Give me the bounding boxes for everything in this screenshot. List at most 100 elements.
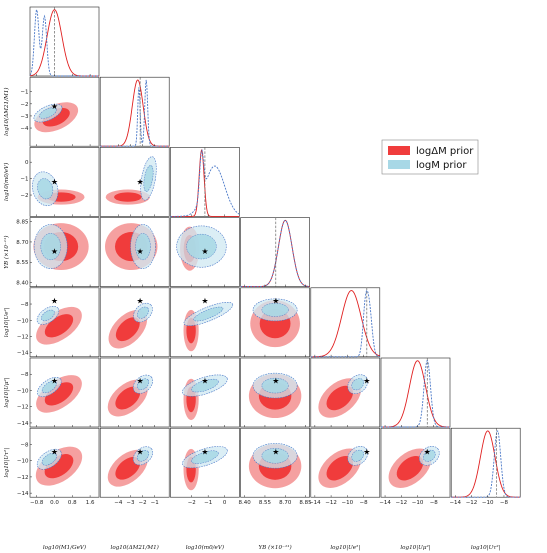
x-tick-label: 0.0 [50, 500, 59, 506]
panel-frame [99, 147, 170, 217]
legend-swatch-dm [388, 146, 410, 155]
y-tick-label: −14 [17, 491, 29, 497]
x-tick-label: −8 [360, 500, 369, 506]
contour-lm-inner [37, 178, 54, 200]
panel-1-0: ★ −4 −3 −2 −1 [20, 76, 100, 147]
marginal-curve-lm [29, 8, 99, 77]
panel-5-2: ★ [170, 357, 240, 428]
contour-dm-inner [44, 314, 74, 338]
y-tick-label: −14 [17, 351, 29, 357]
panel-4-4 [310, 287, 381, 358]
x-axis-label: log10(ΔM21/M1) [111, 544, 159, 551]
legend-label-dm: logΔM prior [416, 146, 474, 157]
y-axis-labels-layer: log10(ΔM21/M1) log10(m0/eV) YB (×10⁻¹¹) log… [3, 88, 10, 478]
contour-lm-inner [137, 306, 149, 319]
truth-star: ★ [272, 296, 279, 305]
panel-frame [310, 357, 381, 428]
truth-star: ★ [201, 247, 208, 256]
y-tick-label: −14 [17, 421, 29, 427]
panels-layer: ★−4−3−2−1★−2−10★★8.408.558.708.85★ ★★−14−… [16, 6, 521, 506]
y-tick-label: −3 [20, 114, 29, 120]
y-axis-label: log10|Ue²| [3, 307, 10, 337]
x-tick-label: −14 [309, 500, 321, 506]
y-tick-label: 0 [25, 160, 29, 166]
legend-label-lm: logM prior [416, 160, 467, 171]
y-tick-label: −10 [17, 388, 29, 394]
panel-3-3 [240, 217, 310, 288]
x-tick-label: 0 [223, 500, 227, 506]
panel-2-1: ★ [99, 147, 170, 217]
x-tick-label: −2 [139, 500, 147, 506]
panel-frame [310, 427, 381, 498]
contour-lm-inner [261, 303, 289, 317]
contour-dm-inner [326, 385, 354, 411]
contour-lm-inner [41, 380, 57, 394]
y-tick-label: −2 [20, 193, 28, 199]
panel-4-2: ★ [170, 287, 240, 358]
marginal-curve-lm [310, 290, 380, 358]
x-tick-label: 8.40 [239, 500, 252, 506]
x-tick-label: 8.85 [299, 500, 312, 506]
contour-lm-inner [351, 378, 364, 391]
contour-lm-inner [39, 107, 57, 119]
contour-lm-inner [41, 452, 57, 466]
x-tick-label: −12 [395, 500, 407, 506]
panel-5-4: ★ [310, 357, 381, 428]
x-tick-label: −8 [500, 500, 509, 506]
panel-0-0 [29, 6, 100, 77]
panel-5-5 [380, 357, 451, 428]
contour-dm-inner [114, 192, 142, 202]
x-tick-label: −8 [430, 500, 439, 506]
truth-star: ★ [201, 296, 208, 305]
x-tick-label: 1.6 [86, 500, 95, 506]
panel-frame [240, 217, 310, 287]
marginal-curve-lm [451, 430, 521, 498]
marginal-curve-dm [310, 290, 380, 358]
panel-frame [310, 287, 381, 358]
y-tick-label: 8.40 [16, 281, 29, 287]
x-tick-label: −4 [114, 500, 123, 506]
contour-lm-inner [261, 377, 289, 394]
truth-star: ★ [51, 296, 58, 305]
contour-lm-inner [40, 233, 61, 261]
y-tick-label: −10 [17, 318, 29, 324]
y-axis-label: log10|Uμ²| [3, 377, 10, 407]
x-axis-labels-layer: log10(M1/GeV) log10(ΔM21/M1) log10(m0/eV) Y… [43, 544, 501, 551]
contour-lm-inner [135, 233, 151, 261]
truth-star: ★ [51, 102, 58, 111]
x-tick-label: −10 [342, 500, 354, 506]
x-tick-label: −10 [482, 500, 494, 506]
truth-star: ★ [137, 376, 144, 385]
contour-lm-inner [191, 450, 219, 464]
panel-5-0: ★ −14 −12 −10 −8 [17, 357, 100, 428]
y-tick-label: −1 [20, 90, 28, 96]
truth-star: ★ [51, 178, 58, 187]
contour-lm-inner [261, 448, 289, 464]
panel-6-6: −14 −12 −10 −8 [449, 427, 521, 506]
x-tick-label: 0.8 [68, 500, 77, 506]
x-tick-label: −1 [204, 500, 212, 506]
legend-swatch-lm [388, 160, 410, 169]
x-tick-label: −12 [466, 500, 478, 506]
truth-star: ★ [363, 376, 370, 385]
panel-4-3: ★ [240, 287, 310, 358]
contour-lm-inner [136, 378, 150, 390]
truth-star: ★ [137, 296, 144, 305]
truth-star: ★ [424, 447, 431, 456]
x-axis-label: log10(M1/GeV) [43, 544, 86, 551]
marginal-curve-dm [381, 360, 451, 428]
x-tick-label: 8.70 [279, 500, 292, 506]
y-axis-label: log10(ΔM21/M1) [3, 88, 10, 136]
x-tick-label: −10 [412, 500, 424, 506]
truth-star: ★ [363, 447, 370, 456]
legend: logΔM prior logM prior [381, 139, 479, 175]
panel-6-2: ★ −2 −1 0 [170, 427, 240, 506]
x-tick-label: −0.8 [30, 500, 44, 506]
contour-lm-inner [423, 449, 436, 462]
marginal-curve-lm [381, 360, 450, 428]
truth-star: ★ [137, 247, 144, 256]
contour-dm-inner [115, 317, 140, 342]
truth-star: ★ [201, 447, 208, 456]
y-tick-label: −1 [20, 177, 28, 183]
x-tick-label: −12 [325, 500, 337, 506]
